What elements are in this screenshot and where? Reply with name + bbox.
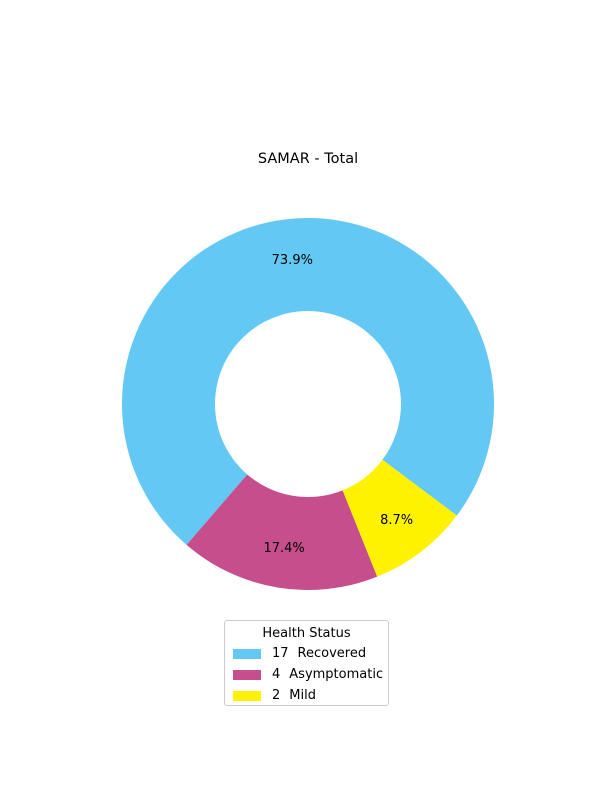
slice-asymptomatic [186,474,378,590]
legend-title: Health Status [262,626,351,641]
legend-count: 4 [272,667,281,682]
percent-label-recovered: 73.9% [272,253,313,268]
legend-swatch [233,669,261,680]
legend-item-mild: 2 Mild [225,685,388,706]
legend-count: 2 [272,688,281,703]
legend-label: Asymptomatic [289,667,384,682]
legend-swatch [233,690,261,701]
legend-item-recovered: 17 Recovered [225,643,388,664]
percent-label-mild: 8.7% [380,513,413,528]
legend-item-asymptomatic: 4 Asymptomatic [225,664,388,685]
legend-label: Mild [289,688,316,703]
slice-recovered [122,217,495,545]
donut-slices [122,217,495,590]
legend-swatch [233,648,261,659]
legend-count: 17 [272,646,289,661]
chart-title: SAMAR - Total [258,151,358,167]
legend: Health Status 17 Recovered 4 Asymptomati… [224,620,389,706]
percent-label-asymptomatic: 17.4% [263,541,304,556]
legend-label: Recovered [297,646,367,661]
percent-labels: 73.9% 17.4% 8.7% [263,253,413,556]
slice-mild [342,459,457,577]
